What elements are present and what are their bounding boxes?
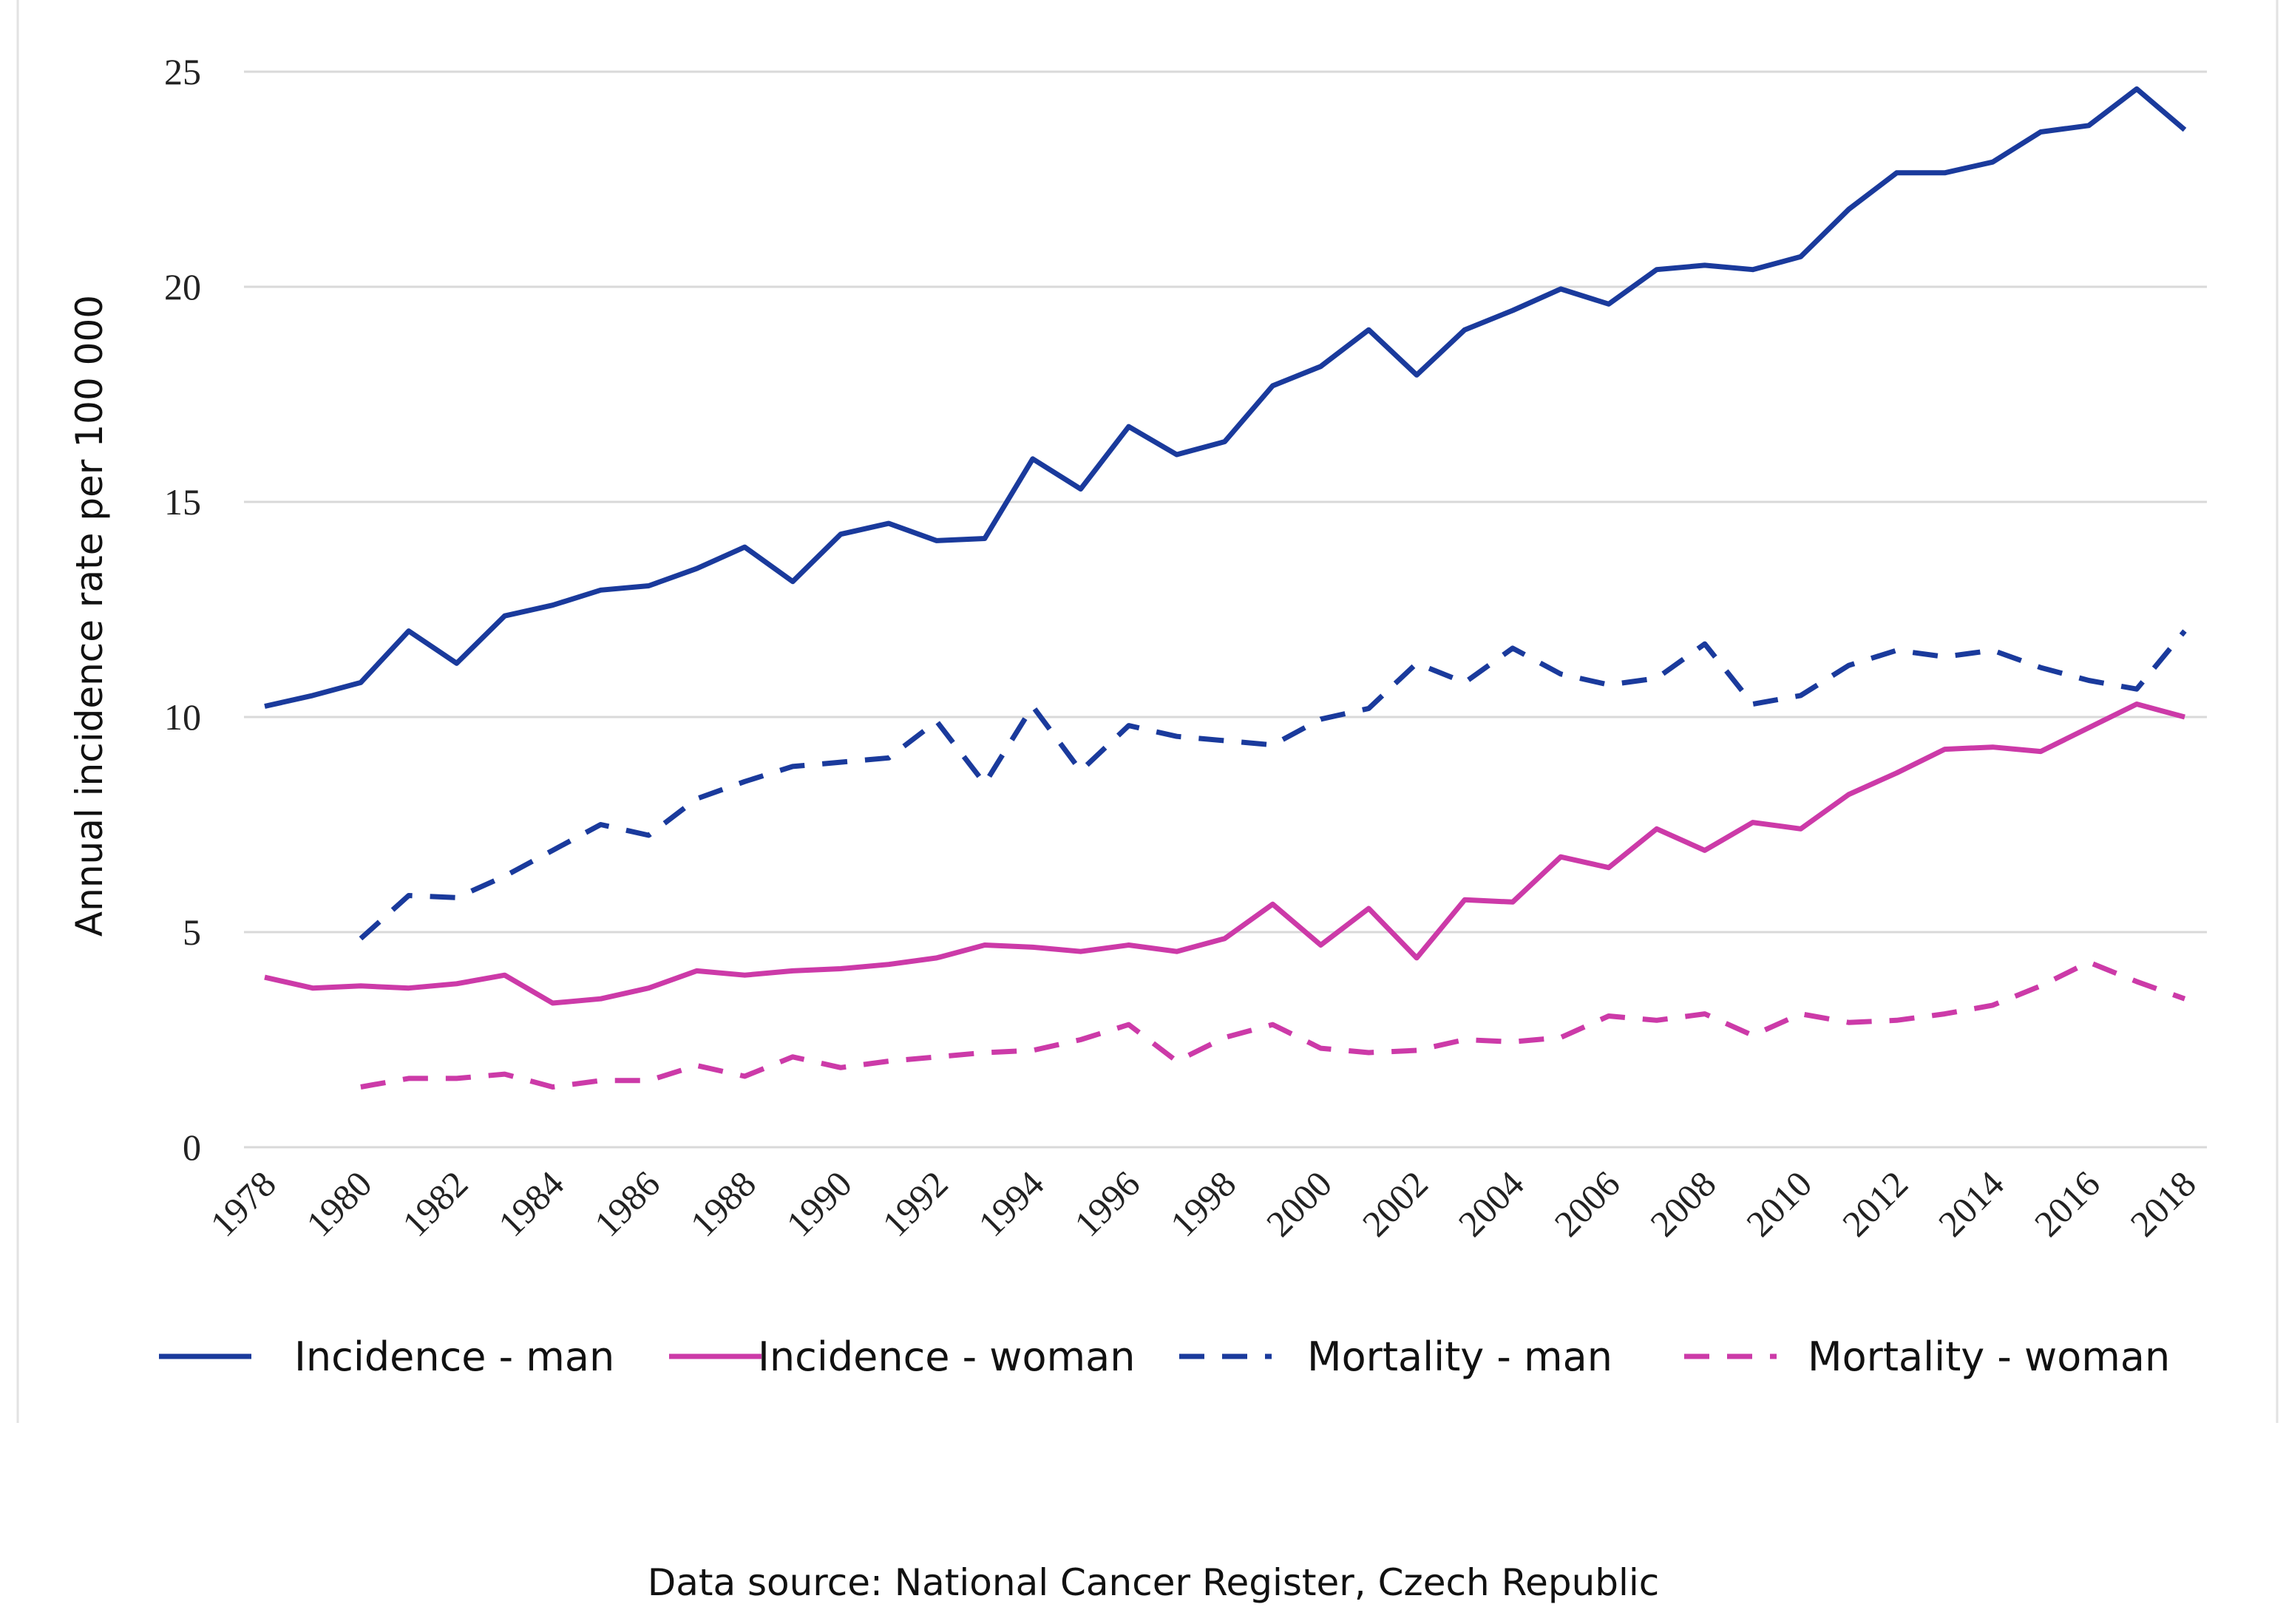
y-tick-label: 20 — [164, 266, 201, 308]
y-tick-label: 10 — [164, 696, 201, 738]
legend-label-2: Mortality - man — [1307, 1333, 1612, 1380]
y-axis-title: Annual incidence rate per 100 000 — [68, 295, 111, 937]
legend-label-1: Incidence - woman — [758, 1333, 1135, 1380]
legend-label-0: Incidence - man — [294, 1333, 614, 1380]
y-tick-label: 0 — [183, 1127, 201, 1168]
legend-label-3: Mortality - woman — [1808, 1333, 2170, 1380]
series-lines — [264, 86, 2187, 1090]
series-line-2 — [359, 629, 2187, 941]
series-line-0 — [264, 86, 2187, 709]
gridlines — [244, 70, 2207, 1149]
y-tick-label: 25 — [164, 51, 201, 92]
data-source-note: Data source: National Cancer Register, C… — [648, 1561, 1660, 1604]
series-line-3 — [360, 959, 2186, 1090]
y-tick-label: 15 — [164, 481, 201, 523]
y-axis-ticks: 0 5 10 15 20 25 — [164, 51, 201, 1168]
legend: Incidence - man Incidence - woman Mortalit… — [159, 1333, 2170, 1380]
series-line-1 — [264, 701, 2185, 1006]
y-tick-label: 5 — [183, 911, 201, 953]
